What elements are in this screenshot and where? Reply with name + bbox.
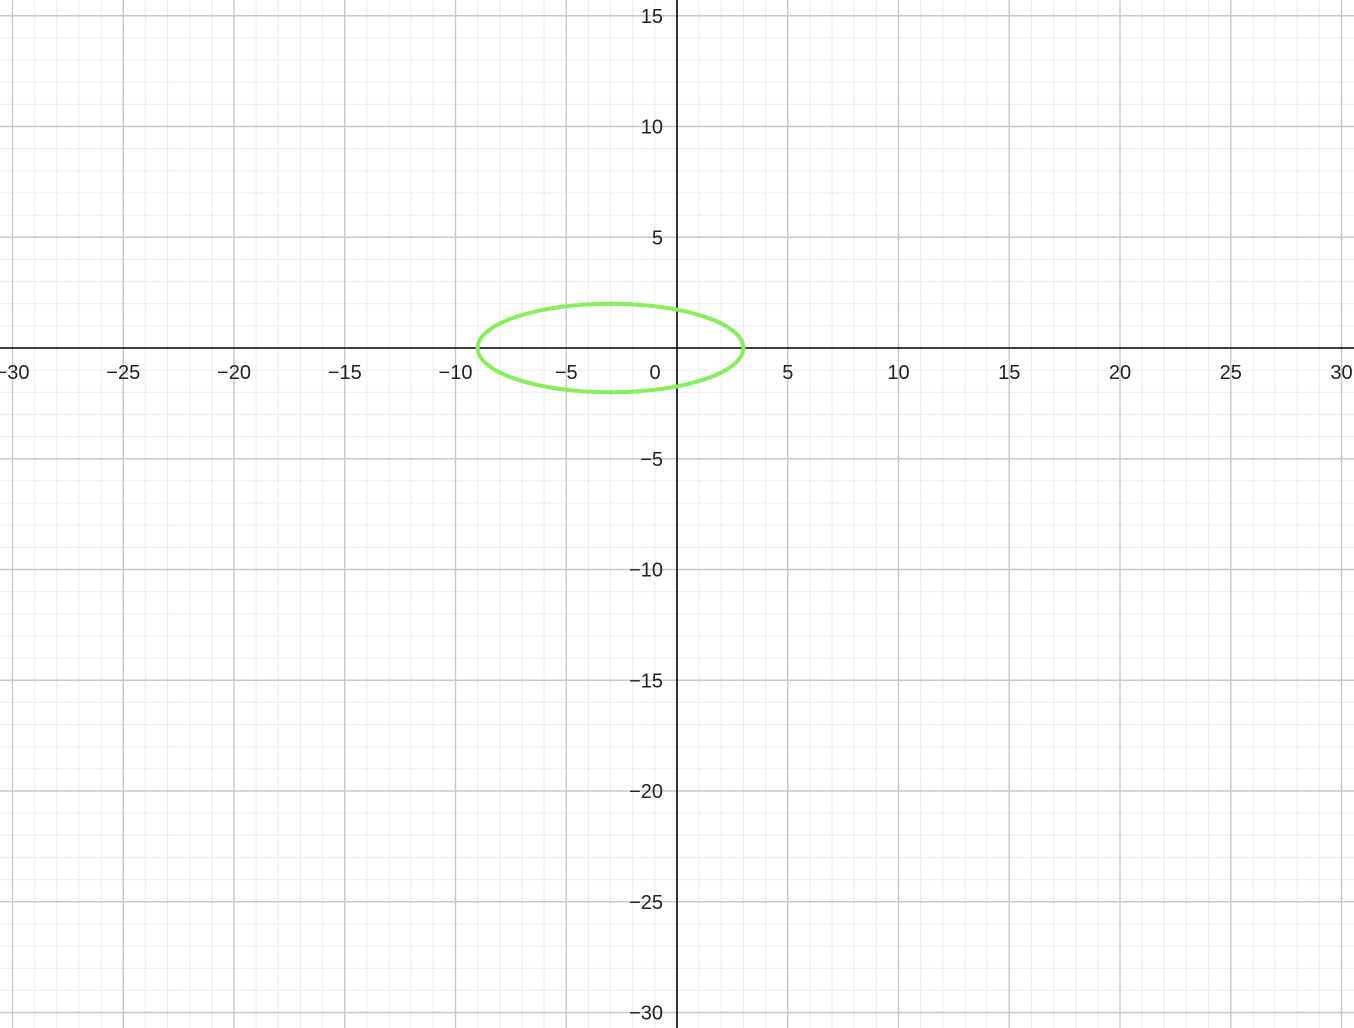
tick-labels: −30 −25 −20 −15 −10 −5 0 5 10 15 20 25 30 −30 −25 −20 −1… (0, 6, 1353, 1025)
x-tick-label: −15 (328, 362, 362, 384)
x-tick-label: 5 (782, 362, 793, 384)
y-tick-label: 15 (641, 6, 663, 28)
y-tick-label: −30 (629, 1003, 663, 1025)
x-tick-label: −5 (555, 362, 578, 384)
x-tick-label: −30 (0, 362, 29, 384)
curves (475, 301, 746, 395)
y-tick-label: 10 (641, 117, 663, 139)
y-tick-label: 5 (652, 227, 663, 249)
x-tick-label: 10 (887, 362, 909, 384)
x-tick-label: −20 (217, 362, 251, 384)
y-tick-label: −10 (629, 560, 663, 582)
ellipse-curve (475, 301, 746, 395)
y-tick-label: −25 (629, 892, 663, 914)
x-tick-label: 25 (1220, 362, 1242, 384)
x-tick-label: 20 (1109, 362, 1131, 384)
y-tick-label: −15 (629, 670, 663, 692)
x-tick-label: −25 (106, 362, 140, 384)
x-tick-label: 15 (998, 362, 1020, 384)
x-tick-label: 30 (1330, 362, 1352, 384)
x-tick-label: 0 (649, 362, 660, 384)
y-tick-label: −20 (629, 781, 663, 803)
y-tick-label: −5 (640, 449, 663, 471)
x-tick-label: −10 (439, 362, 473, 384)
